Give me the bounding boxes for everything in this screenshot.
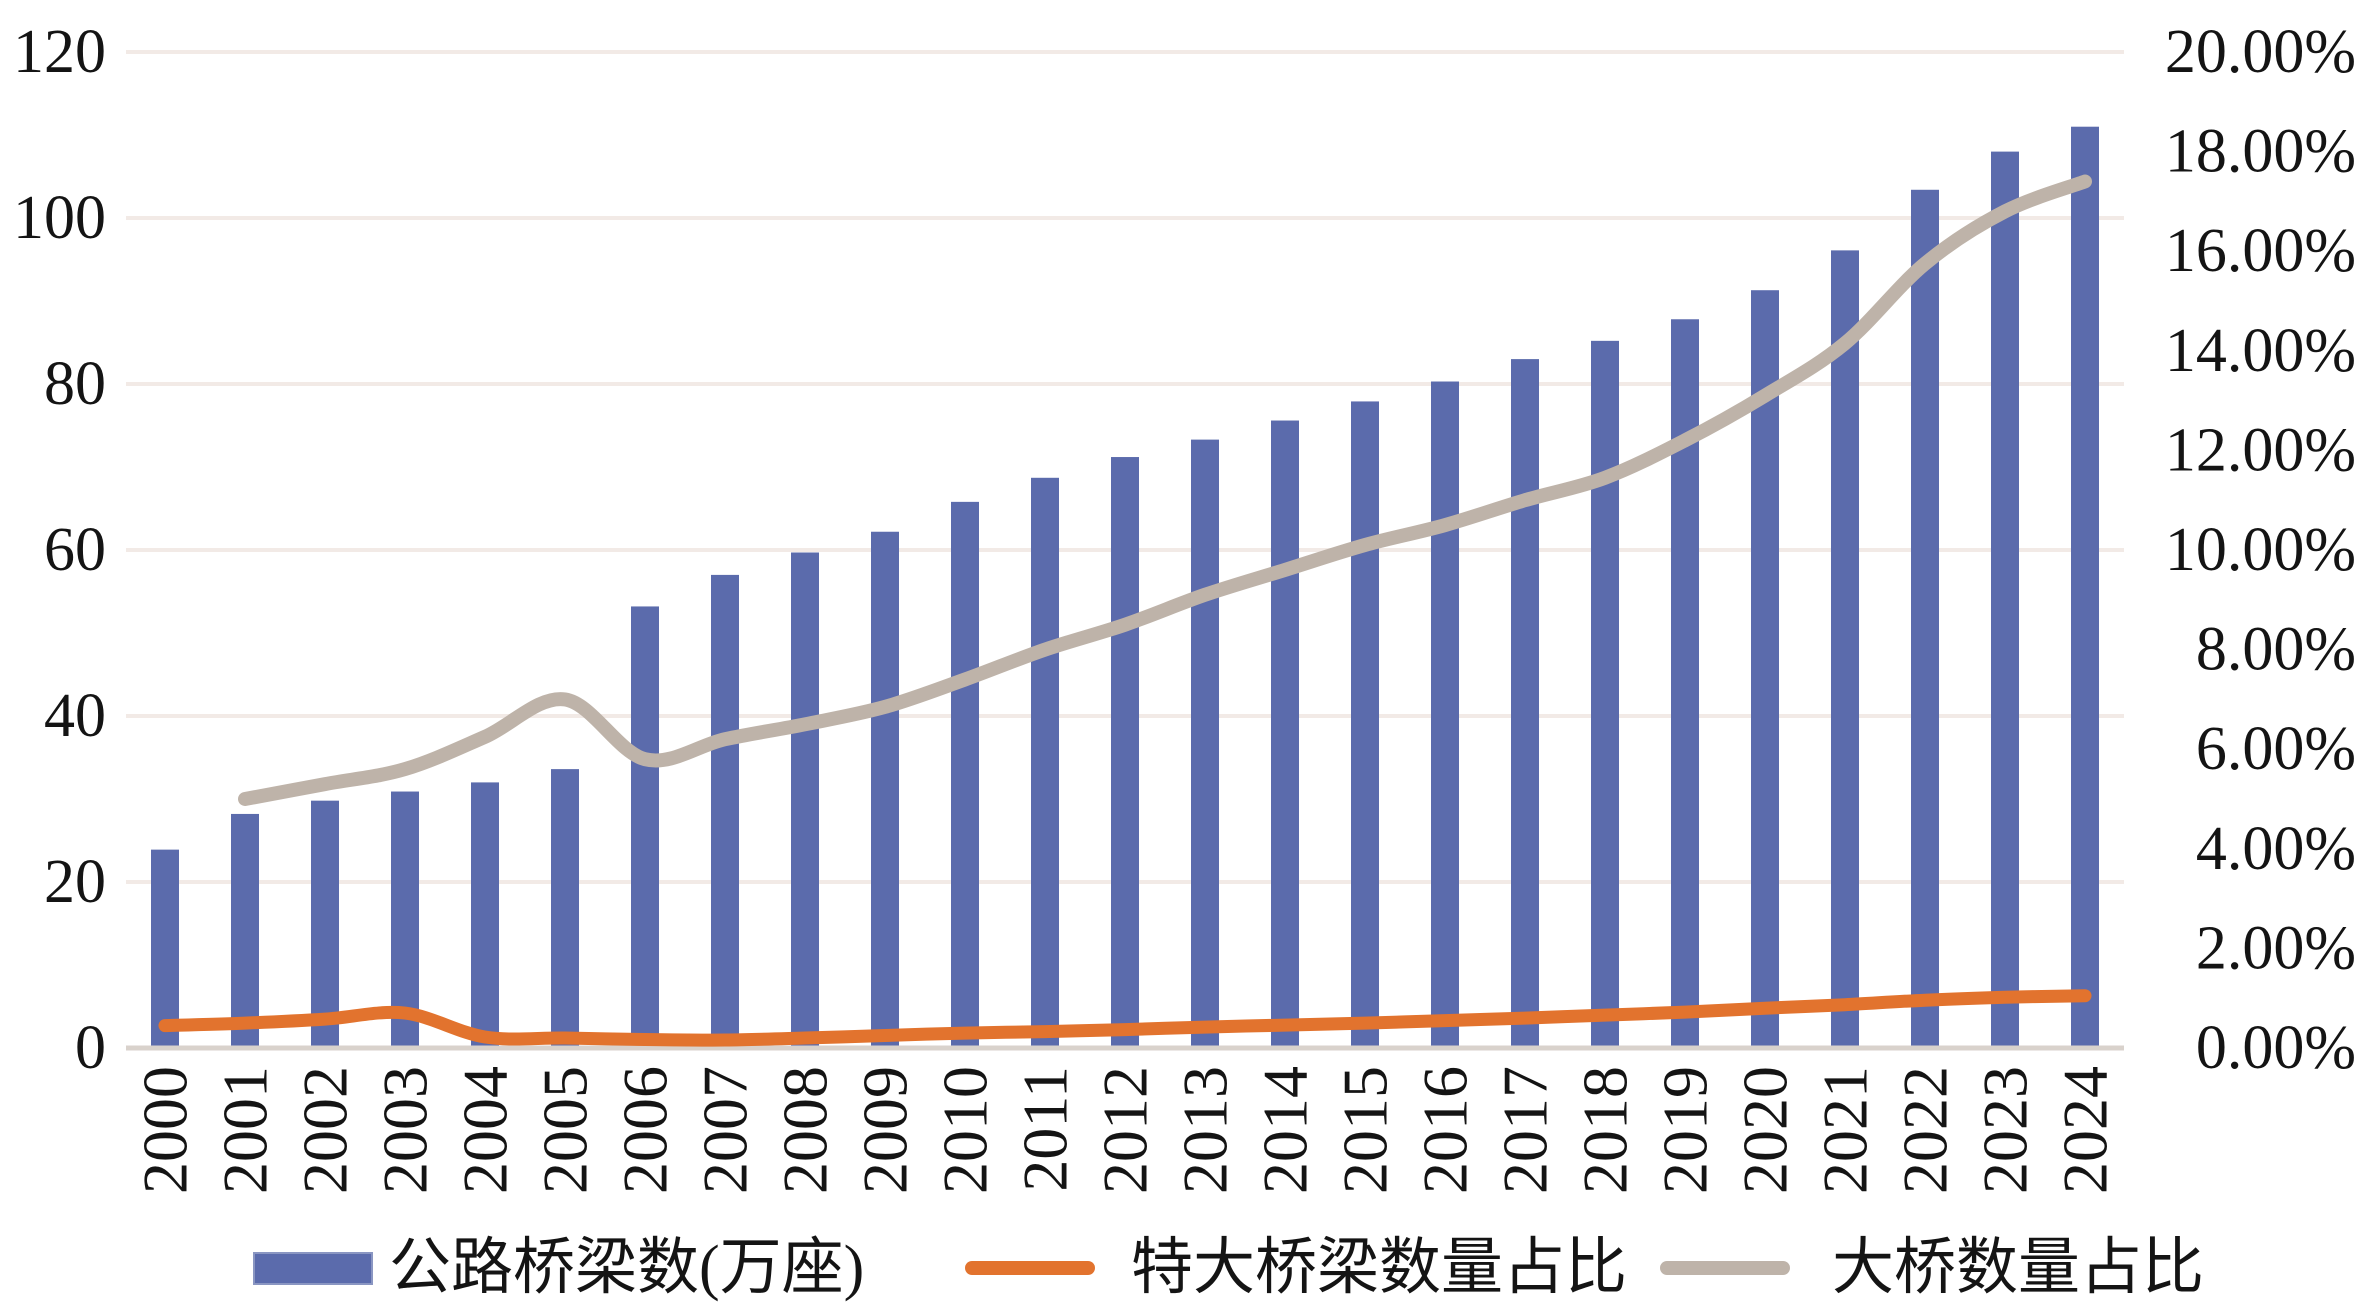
bar-2004 (471, 782, 499, 1048)
left-tick-0: 0 (75, 1014, 106, 1082)
bar-2003 (391, 791, 419, 1048)
legend-label: 特大桥梁数量占比 (1131, 1234, 1628, 1302)
left-tick-60: 60 (44, 516, 106, 584)
left-tick-40: 40 (44, 682, 106, 750)
x-axis-year-labels: 2000 2001 2002 2003 2004 2005 2006 2007 2008 2009… (130, 1066, 2121, 1194)
year-label-2002: 2002 (290, 1066, 361, 1194)
bar-2009 (871, 531, 899, 1048)
right-tick-10.00%: 10.00% (2165, 516, 2356, 584)
year-label-2004: 2004 (450, 1066, 521, 1194)
year-label-2021: 2021 (1810, 1066, 1881, 1194)
right-axis-tick-labels: 20.00% 18.00% 16.00% 14.00% 12.00% 10.00% 8.00… (2165, 18, 2356, 1082)
bar-2022 (1911, 189, 1939, 1048)
year-label-2022: 2022 (1890, 1066, 1961, 1194)
year-label-2008: 2008 (770, 1066, 841, 1194)
year-label-2009: 2009 (850, 1066, 921, 1194)
legend: 公路桥梁数(万座) 特大桥梁数量占比 大桥数量占比 (0, 1228, 2362, 1308)
bar-swatch-icon (253, 1251, 373, 1285)
right-tick-6.00%: 6.00% (2196, 715, 2356, 783)
year-label-2000: 2000 (130, 1066, 201, 1194)
year-label-2012: 2012 (1090, 1066, 1161, 1194)
year-label-2014: 2014 (1250, 1066, 1321, 1194)
right-tick-18.00%: 18.00% (2165, 118, 2356, 186)
legend-item-large-bridge-share: 大桥数量占比 (1660, 1228, 2204, 1308)
line-series-extra-large-bridge-share (158, 989, 2092, 1047)
year-label-2001: 2001 (210, 1066, 281, 1194)
bar-2011 (1031, 477, 1059, 1048)
line-swatch-icon (1660, 1261, 1790, 1275)
year-label-2018: 2018 (1570, 1066, 1641, 1194)
left-tick-100: 100 (13, 184, 106, 252)
year-label-2006: 2006 (610, 1066, 681, 1194)
legend-item-extra-large-bridge-share: 特大桥梁数量占比 (965, 1228, 1627, 1308)
bar-2024 (2071, 126, 2099, 1048)
bar-2010 (951, 501, 979, 1048)
right-tick-14.00%: 14.00% (2165, 317, 2356, 385)
year-label-2007: 2007 (690, 1066, 761, 1194)
right-tick-8.00%: 8.00% (2196, 616, 2356, 684)
bar-2015 (1351, 401, 1379, 1048)
bar-2013 (1191, 439, 1219, 1048)
bar-2021 (1831, 250, 1859, 1048)
bar-2023 (1991, 151, 2019, 1049)
right-tick-20.00%: 20.00% (2165, 18, 2356, 86)
right-tick-2.00%: 2.00% (2196, 914, 2356, 982)
year-label-2024: 2024 (2050, 1066, 2121, 1194)
bar-2018 (1591, 340, 1619, 1049)
bar-2007 (711, 574, 739, 1048)
legend-label: 大桥数量占比 (1832, 1234, 2205, 1302)
year-label-2010: 2010 (930, 1066, 1001, 1194)
bar-2001 (231, 813, 259, 1048)
year-label-2005: 2005 (530, 1066, 601, 1194)
line-swatch-icon (965, 1261, 1095, 1275)
right-tick-4.00%: 4.00% (2196, 815, 2356, 883)
line-series-large-bridge-share (238, 174, 2092, 806)
bar-2002 (311, 800, 339, 1048)
right-tick-0.00%: 0.00% (2196, 1014, 2356, 1082)
year-label-2013: 2013 (1170, 1066, 1241, 1194)
year-label-2019: 2019 (1650, 1066, 1721, 1194)
left-tick-80: 80 (44, 350, 106, 418)
year-label-2020: 2020 (1730, 1066, 1801, 1194)
year-label-2015: 2015 (1330, 1066, 1401, 1194)
left-tick-20: 20 (44, 848, 106, 916)
bar-2012 (1111, 457, 1139, 1048)
right-tick-12.00%: 12.00% (2165, 416, 2356, 484)
bar-2016 (1431, 381, 1459, 1048)
year-label-2016: 2016 (1410, 1066, 1481, 1194)
bar-2008 (791, 552, 819, 1048)
bar-2014 (1271, 420, 1299, 1048)
right-tick-16.00%: 16.00% (2165, 217, 2356, 285)
legend-label: 公路桥梁数(万座) (389, 1234, 865, 1302)
bar-2020 (1751, 290, 1779, 1049)
line-path (238, 174, 2092, 806)
legend-item-highway-bridges: 公路桥梁数(万座) (253, 1228, 864, 1308)
left-axis-tick-labels: 120 100 80 60 40 20 0 (13, 18, 106, 1082)
left-tick-120: 120 (13, 18, 106, 86)
year-label-2023: 2023 (1970, 1066, 2041, 1194)
bar-series-highway-bridges (151, 126, 2099, 1049)
line-path (158, 989, 2092, 1047)
year-label-2011: 2011 (1010, 1066, 1081, 1192)
bar-2017 (1511, 359, 1539, 1049)
bar-2006 (631, 606, 659, 1048)
bar-2005 (551, 769, 579, 1048)
bar-2000 (151, 849, 179, 1048)
year-label-2003: 2003 (370, 1066, 441, 1194)
year-label-2017: 2017 (1490, 1066, 1561, 1194)
